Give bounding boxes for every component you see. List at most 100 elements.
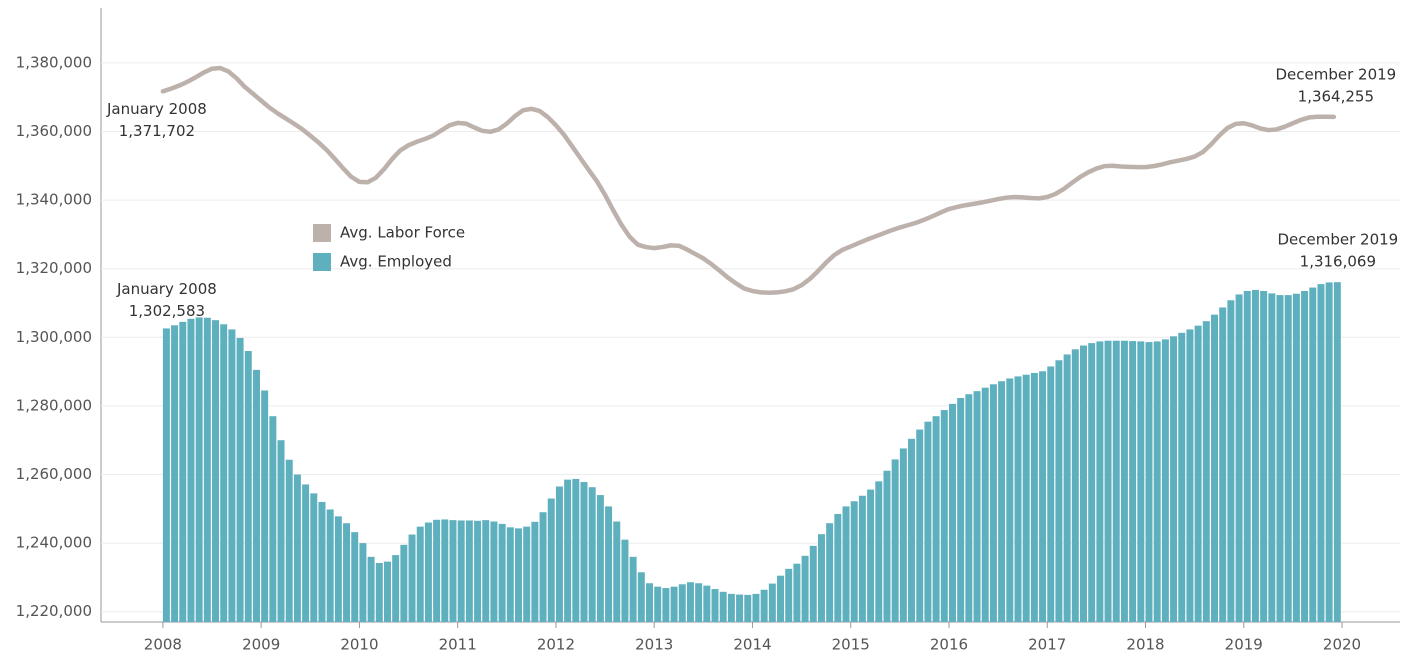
x-tick-label: 2018	[1126, 636, 1164, 654]
bar	[858, 495, 866, 622]
bar	[891, 459, 899, 622]
bar	[670, 586, 678, 622]
bar	[547, 498, 555, 622]
bar	[179, 321, 187, 622]
bar	[744, 594, 752, 622]
x-tick-label: 2016	[930, 636, 968, 654]
line	[160, 65, 1337, 295]
bar	[1145, 342, 1153, 622]
legend-label: Avg. Labor Force	[340, 224, 465, 242]
bar	[867, 489, 875, 622]
bar	[269, 416, 277, 622]
bar	[1243, 290, 1251, 622]
bar	[302, 484, 310, 622]
bar	[727, 593, 735, 622]
bar	[760, 589, 768, 622]
bar	[1194, 325, 1202, 622]
bar	[203, 317, 211, 622]
y-tick-label: 1,360,000	[16, 122, 92, 140]
bar	[1292, 293, 1300, 622]
bar	[424, 522, 432, 622]
y-tick-label: 1,260,000	[16, 465, 92, 483]
bar	[736, 594, 744, 622]
bar	[711, 589, 719, 622]
bar	[162, 328, 170, 622]
bar	[408, 534, 416, 622]
annotation-label: December 2019	[1275, 65, 1396, 83]
x-tick-label: 2008	[144, 636, 182, 654]
y-tick-label: 1,380,000	[16, 53, 92, 71]
bar	[932, 416, 940, 622]
bar	[1030, 372, 1038, 622]
bar	[285, 459, 293, 622]
legend-label: Avg. Employed	[340, 253, 452, 271]
bar	[334, 516, 342, 622]
x-tick-label: 2011	[439, 636, 477, 654]
bar	[1129, 341, 1137, 622]
bar	[244, 351, 252, 622]
bar	[523, 526, 531, 622]
x-tick-label: 2017	[1028, 636, 1066, 654]
bar	[1039, 371, 1047, 622]
bar	[662, 588, 670, 622]
bar	[719, 591, 727, 622]
bar	[498, 523, 506, 622]
x-tick-label: 2012	[537, 636, 575, 654]
bar	[1137, 341, 1145, 622]
bar	[637, 572, 645, 622]
bar	[465, 520, 473, 622]
bar	[187, 318, 195, 622]
bar	[400, 544, 408, 622]
bar	[1096, 341, 1104, 622]
bar	[785, 568, 793, 622]
bar	[1153, 341, 1161, 622]
y-tick-label: 1,220,000	[16, 602, 92, 620]
bar	[957, 398, 965, 622]
bar	[367, 556, 375, 622]
legend-swatch	[313, 224, 331, 242]
bar	[482, 520, 490, 622]
bar	[539, 512, 547, 622]
bar	[850, 501, 858, 622]
bar	[1317, 284, 1325, 622]
bar	[596, 495, 604, 622]
bar	[801, 555, 809, 622]
bar	[343, 523, 351, 622]
bar	[629, 556, 637, 622]
bar	[989, 384, 997, 622]
bar	[261, 390, 269, 622]
bar	[695, 583, 703, 622]
bar	[646, 583, 654, 622]
bar	[252, 369, 260, 622]
bar	[1071, 349, 1079, 622]
bar	[212, 320, 220, 622]
x-tick-label: 2020	[1323, 636, 1361, 654]
annotation-value: 1,302,583	[129, 302, 205, 320]
annotation-value: 1,364,255	[1298, 87, 1374, 105]
bar	[1014, 376, 1022, 622]
x-tick-label: 2015	[832, 636, 870, 654]
bar	[973, 391, 981, 622]
bar	[768, 583, 776, 622]
bar	[351, 532, 359, 622]
bar	[875, 481, 883, 622]
bar	[1251, 289, 1259, 622]
bar	[793, 563, 801, 622]
bar	[580, 482, 588, 622]
bar	[817, 534, 825, 622]
bar	[441, 519, 449, 622]
bar	[1047, 366, 1055, 622]
bar	[416, 526, 424, 622]
y-tick-label: 1,280,000	[16, 396, 92, 414]
bar	[1325, 282, 1333, 622]
bar	[998, 381, 1006, 622]
annotation-label: December 2019	[1277, 231, 1398, 249]
bar	[809, 545, 817, 622]
bar	[1268, 293, 1276, 622]
annotation-value: 1,316,069	[1300, 253, 1376, 271]
bar	[474, 520, 482, 622]
bar	[228, 329, 236, 622]
bar	[1006, 378, 1014, 622]
bar	[293, 474, 301, 622]
bar	[842, 506, 850, 622]
